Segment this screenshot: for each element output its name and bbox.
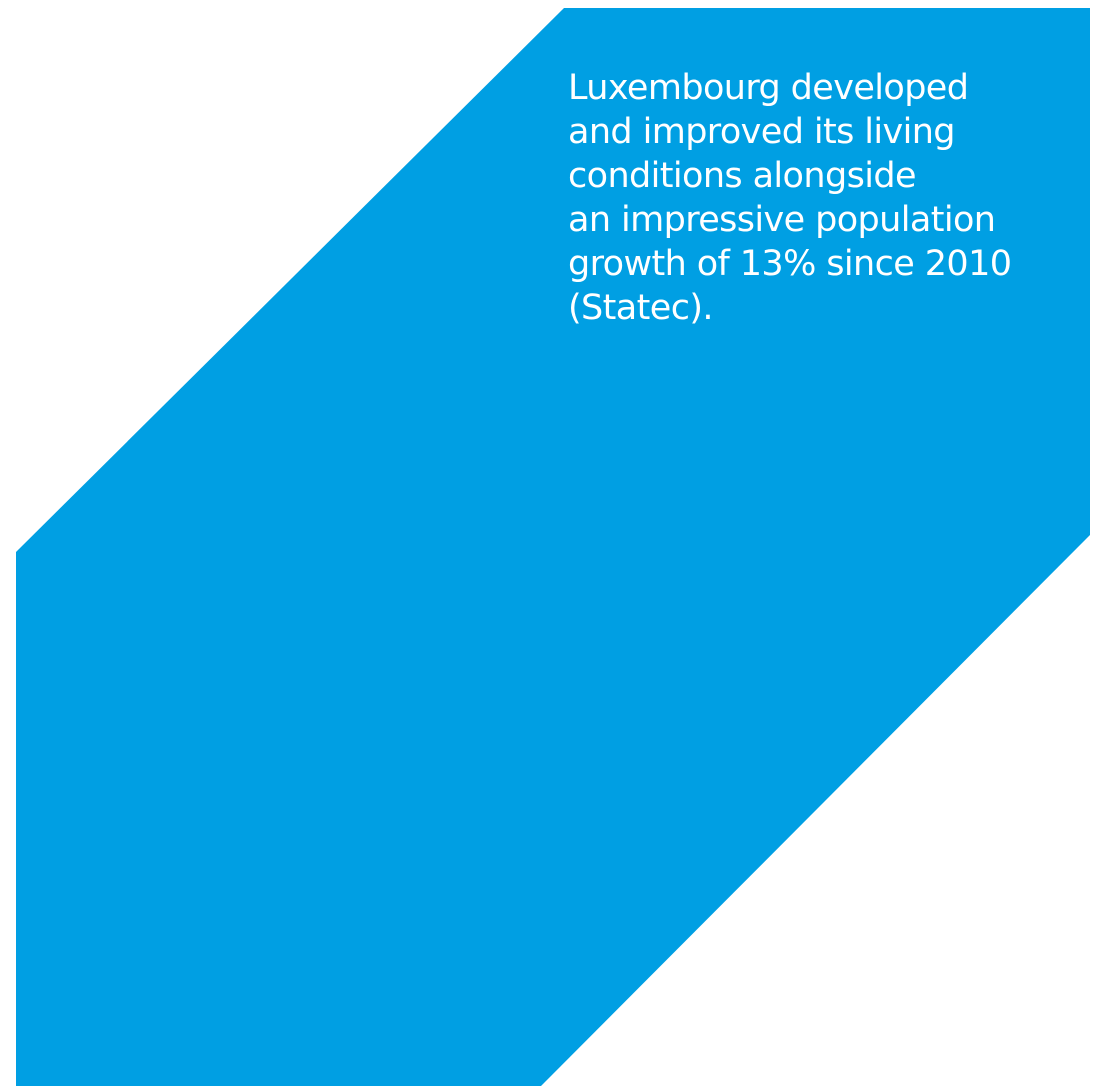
panel-statement-text: Luxembourg developed and improved its li…	[568, 68, 1012, 328]
panel-shape	[16, 8, 1090, 1086]
